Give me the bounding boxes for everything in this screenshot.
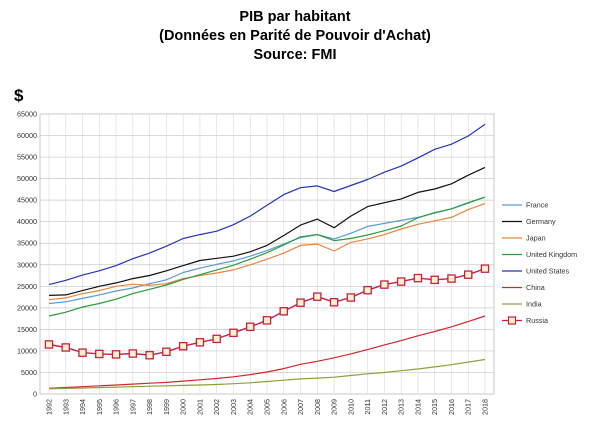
x-tick-label: 2004	[246, 399, 255, 415]
legend-label-france: France	[526, 201, 548, 210]
data-point-russia	[480, 264, 490, 273]
data-point-russia	[329, 297, 339, 307]
legend-label-japan: Japan	[526, 234, 546, 243]
series-line-united-kingdom	[48, 196, 486, 317]
x-tick-label: 1996	[112, 399, 121, 415]
x-tick-label: 1999	[162, 399, 171, 415]
data-point-russia	[145, 350, 154, 360]
y-tick-label: 50000	[17, 174, 37, 183]
series-line-japan	[48, 203, 486, 301]
series-lines	[44, 123, 490, 390]
data-point-russia	[95, 349, 104, 359]
x-tick-label: 2000	[179, 399, 188, 415]
grid	[39, 113, 495, 395]
data-point-russia	[396, 277, 406, 286]
data-point-russia	[78, 348, 87, 357]
x-tick-label: 2013	[397, 399, 406, 415]
series-line-germany	[48, 166, 486, 296]
y-axis-label: $	[14, 86, 24, 105]
x-tick-label: 2008	[313, 399, 322, 415]
data-point-russia	[178, 341, 188, 351]
data-point-russia	[413, 273, 423, 283]
x-tick-label: 1998	[145, 399, 154, 415]
data-point-russia	[229, 328, 238, 338]
y-tick-label: 15000	[17, 325, 37, 334]
legend-label-india: India	[526, 300, 542, 309]
series-line-united-states	[48, 123, 486, 286]
y-tick-label: 20000	[17, 303, 37, 312]
x-tick-label: 2011	[363, 399, 372, 414]
x-tick-label: 2010	[346, 399, 355, 415]
y-tick-label: 40000	[17, 217, 37, 226]
chart-title-line-3: Source: FMI	[253, 47, 337, 63]
data-point-russia	[128, 349, 138, 358]
data-point-russia	[447, 274, 456, 283]
data-point-russia	[61, 343, 71, 352]
x-tick-label: 2003	[229, 399, 238, 415]
x-tick-label: 2005	[263, 399, 272, 415]
series-line-france	[48, 196, 486, 305]
y-tick-label: 45000	[17, 196, 37, 205]
y-tick-label: 55000	[17, 153, 37, 162]
x-tick-label: 2007	[296, 399, 305, 415]
legend-label-russia: Russia	[526, 316, 548, 325]
x-tick-label: 2015	[430, 399, 439, 415]
legend: France Germany Japan United Kingdom United S…	[502, 201, 577, 325]
data-point-russia	[279, 307, 289, 316]
data-point-russia	[245, 322, 255, 332]
x-tick-label: 2012	[380, 399, 389, 415]
data-point-russia	[262, 316, 272, 325]
series-line-india	[48, 358, 486, 390]
y-tick-label: 25000	[17, 282, 37, 291]
data-point-russia	[212, 334, 221, 344]
legend-label-united-states: United States	[526, 267, 570, 276]
series-line-china	[48, 315, 486, 389]
y-tick-label: 35000	[17, 239, 37, 248]
data-point-russia	[296, 298, 305, 307]
data-point-russia	[430, 275, 439, 285]
data-point-russia	[195, 338, 205, 347]
y-tick-label: 65000	[17, 110, 37, 119]
x-tick-label: 2017	[464, 399, 473, 415]
legend-label-china: China	[526, 283, 545, 292]
y-tick-label: 10000	[17, 346, 37, 355]
legend-label-united-kingdom: United Kingdom	[526, 250, 577, 259]
y-tick-label: 0	[33, 390, 37, 399]
data-point-russia	[313, 292, 322, 301]
x-tick-label: 2016	[447, 399, 456, 415]
legend-label-germany: Germany	[526, 217, 556, 226]
data-point-russia	[44, 340, 54, 349]
x-tick-label: 2006	[279, 399, 288, 415]
x-tick-label: 1997	[128, 399, 137, 415]
x-tick-label: 1994	[78, 399, 87, 415]
x-axis-ticks: 1992 1993 1994 1995 1996 1997 1998 1999 2000 2001…	[45, 399, 490, 415]
data-point-russia	[380, 280, 389, 289]
data-point-russia	[463, 270, 473, 279]
x-tick-label: 2001	[195, 399, 204, 415]
chart-title-line-1: PIB par habitant	[239, 9, 351, 25]
data-point-russia	[363, 285, 372, 295]
data-point-russia	[346, 293, 356, 302]
x-tick-label: 1992	[45, 399, 54, 415]
data-point-russia	[111, 350, 121, 359]
y-tick-label: 5000	[21, 368, 37, 377]
x-tick-label: 1993	[61, 399, 70, 415]
x-tick-label: 1995	[95, 399, 104, 415]
x-tick-label: 2002	[212, 399, 221, 415]
chart-title-line-2: (Données en Parité de Pouvoir d'Achat)	[159, 28, 431, 44]
x-tick-label: 2014	[413, 399, 422, 415]
y-axis-ticks: 0 5000 10000 15000 20000 25000 30000 35000 40000…	[17, 110, 37, 399]
data-point-russia	[162, 347, 171, 357]
legend-marker-russia	[507, 316, 517, 325]
chart-title: PIB par habitant (Données en Parité de P…	[0, 8, 590, 65]
x-tick-label: 2009	[330, 399, 339, 415]
y-tick-label: 60000	[17, 131, 37, 140]
x-tick-label: 2018	[481, 399, 490, 415]
y-tick-label: 30000	[17, 260, 37, 269]
